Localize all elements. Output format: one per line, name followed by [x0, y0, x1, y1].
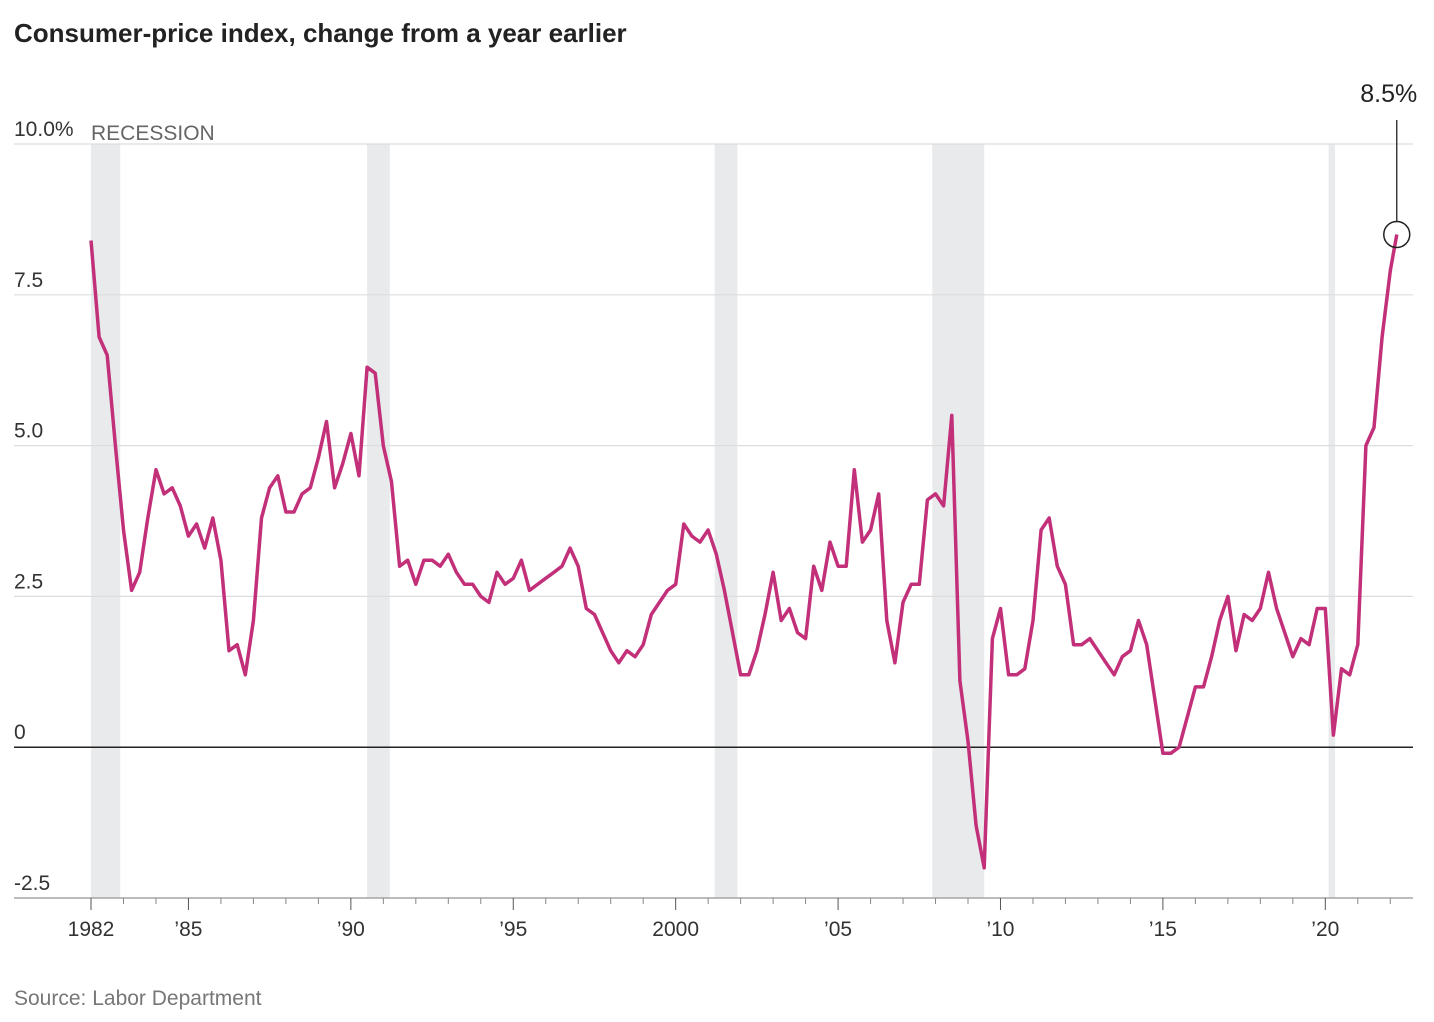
x-tick-label: ’95 — [499, 918, 527, 941]
recession-band — [91, 144, 121, 898]
x-tick-label: 2000 — [652, 918, 699, 941]
y-tick-label: 0 — [14, 721, 26, 744]
annotation-label: 8.5% — [1360, 80, 1417, 108]
annotation-marker — [1383, 220, 1411, 249]
y-tick-label: -2.5 — [14, 872, 50, 895]
y-tick-label: 2.5 — [14, 570, 43, 593]
x-tick-label: ’90 — [337, 918, 365, 941]
y-tick-label: 5.0 — [14, 420, 43, 443]
recession-band — [932, 144, 985, 898]
x-tick-label: ’10 — [986, 918, 1014, 941]
recession-label: RECESSION — [91, 122, 215, 145]
chart-title: Consumer-price index, change from a year… — [14, 18, 627, 48]
recession-band — [714, 144, 738, 898]
x-tick-label: 1982 — [68, 918, 115, 941]
x-tick-label: ’05 — [824, 918, 852, 941]
y-tick-label: 10.0% — [14, 118, 74, 141]
recession-band — [1328, 144, 1336, 898]
recession-band — [367, 144, 390, 898]
source: Source: Labor Department — [14, 987, 262, 1010]
y-tick-label: 7.5 — [14, 269, 43, 292]
cpi-line — [89, 234, 1399, 870]
x-tick-label: ’20 — [1311, 918, 1339, 941]
x-tick-label: ’85 — [174, 918, 202, 941]
x-tick-label: ’15 — [1149, 918, 1177, 941]
